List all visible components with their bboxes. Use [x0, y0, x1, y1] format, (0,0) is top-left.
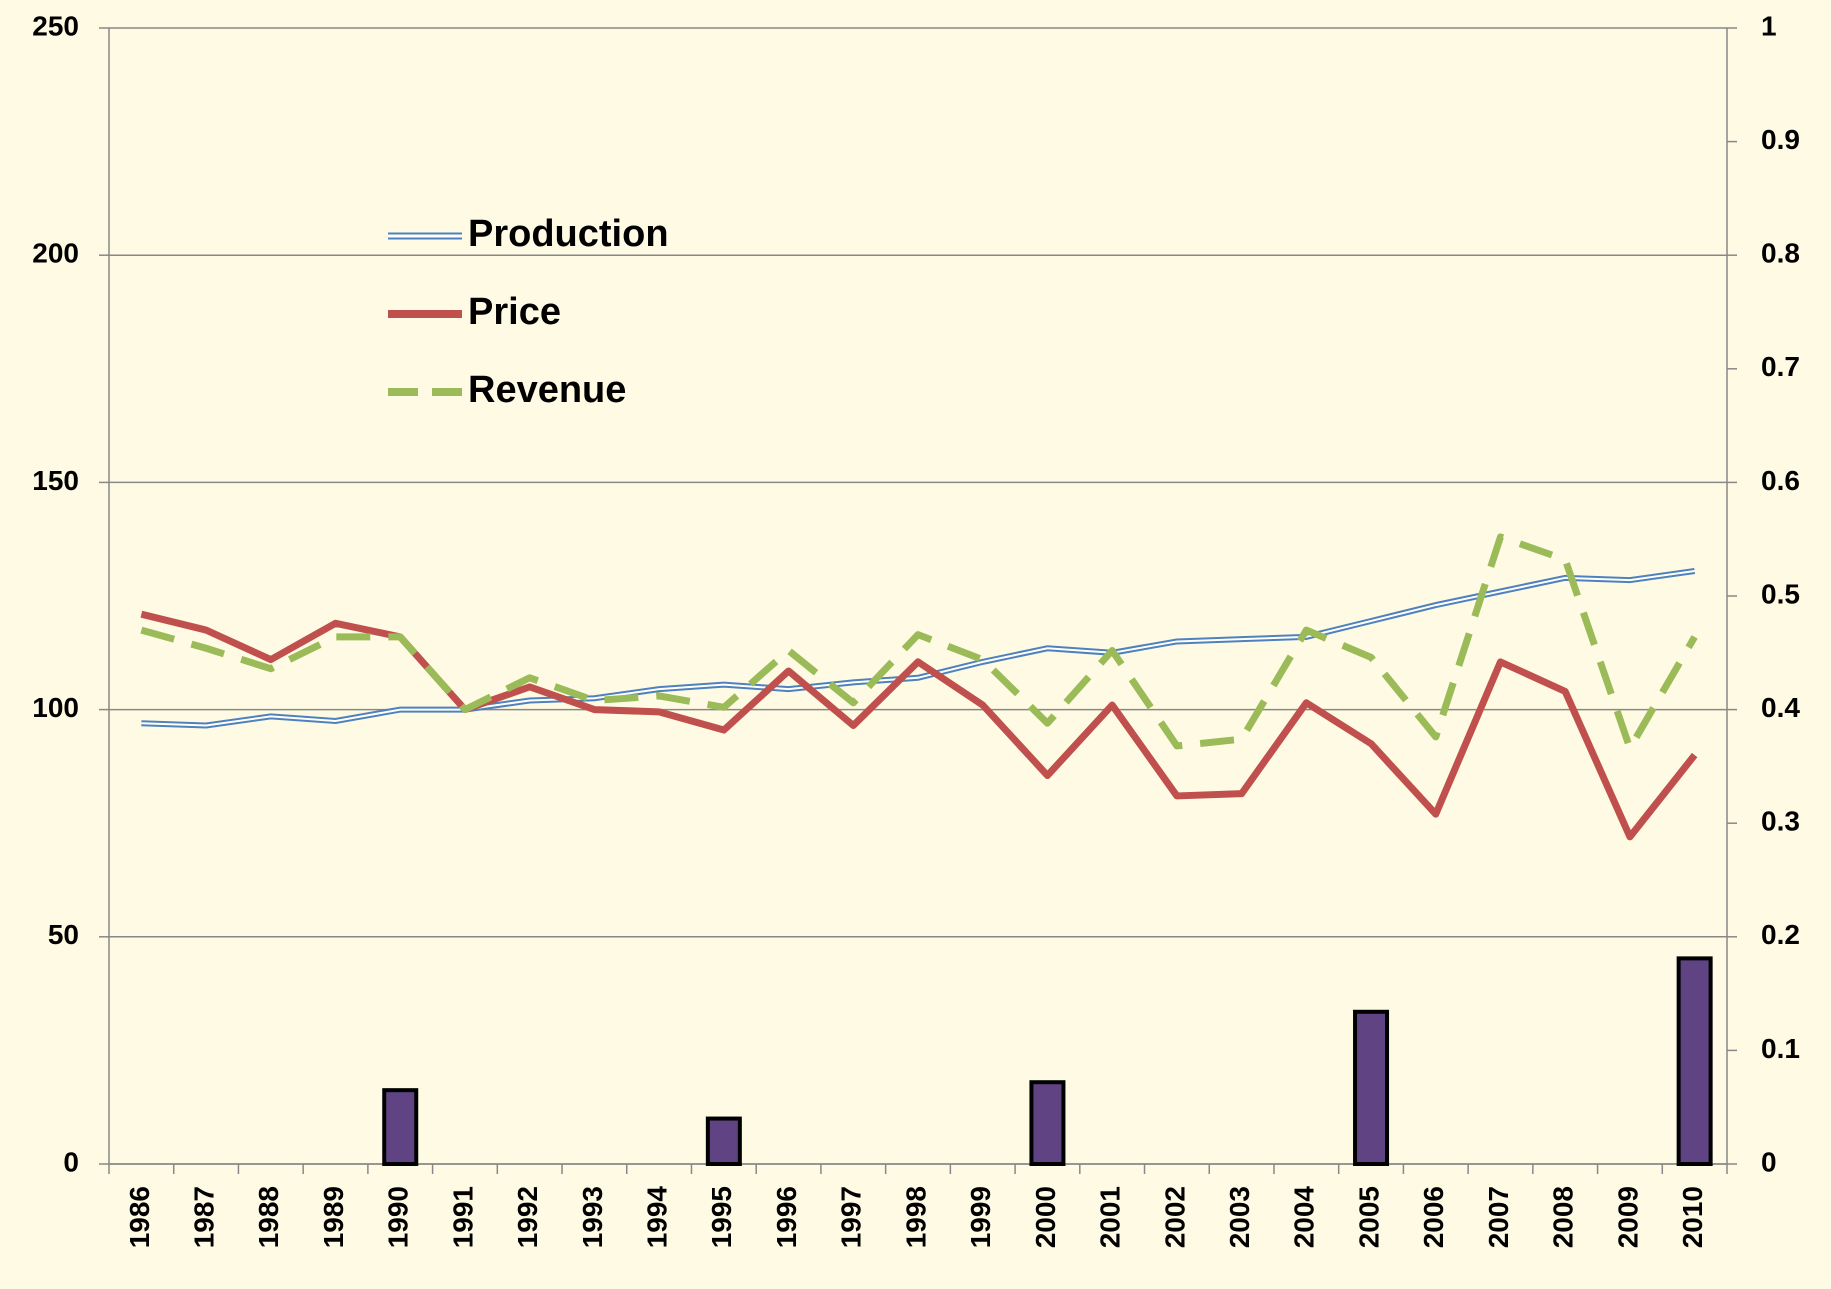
x-tick-label: 2000 [1030, 1186, 1061, 1248]
x-tick-label: 1993 [577, 1186, 608, 1248]
bar [1029, 1080, 1066, 1167]
x-tick-label: 2001 [1095, 1186, 1126, 1248]
x-tick-label: 1988 [253, 1186, 284, 1248]
x-tick-label: 1991 [447, 1186, 478, 1248]
y-tick-label: 0 [63, 1146, 79, 1177]
x-tick-label: 1994 [642, 1186, 673, 1249]
y2-tick-label: 0.8 [1761, 238, 1800, 269]
x-tick-label: 2008 [1548, 1186, 1579, 1248]
y2-tick-label: 0.6 [1761, 465, 1800, 496]
bar [1676, 956, 1713, 1166]
y2-tick-label: 0.5 [1761, 578, 1800, 609]
x-tick-label: 2006 [1418, 1186, 1449, 1248]
y2-tick-label: 0.7 [1761, 351, 1800, 382]
y-tick-label: 250 [32, 10, 79, 41]
y2-tick-label: 0 [1761, 1146, 1777, 1177]
x-tick-label: 1996 [771, 1186, 802, 1248]
x-tick-label: 1998 [900, 1186, 931, 1248]
x-tick-label: 1986 [124, 1186, 155, 1248]
x-tick-label: 2002 [1159, 1186, 1190, 1248]
x-tick-label: 1987 [188, 1186, 219, 1248]
series-line-inner [141, 570, 1695, 727]
x-tick-label: 2007 [1483, 1186, 1514, 1248]
y-tick-label: 150 [32, 465, 79, 496]
legend-label: Production [468, 213, 669, 255]
legend-label: Price [468, 291, 561, 333]
x-tick-label: 1990 [383, 1186, 414, 1248]
y2-tick-label: 0.1 [1761, 1033, 1800, 1064]
y2-tick-label: 0.9 [1761, 124, 1800, 155]
x-tick-label: 1989 [318, 1186, 349, 1248]
y2-tick-label: 1 [1761, 10, 1777, 41]
y-tick-label: 50 [48, 919, 79, 950]
y2-tick-label: 0.2 [1761, 919, 1800, 950]
x-tick-label: 1995 [706, 1186, 737, 1248]
x-tick-label: 2009 [1612, 1186, 1643, 1248]
legend-label: Revenue [468, 369, 626, 411]
x-tick-label: 2003 [1224, 1186, 1255, 1248]
y2-tick-label: 0.4 [1761, 692, 1800, 723]
x-tick-label: 1997 [836, 1186, 867, 1248]
x-tick-label: 2010 [1677, 1186, 1708, 1248]
x-tick-label: 2005 [1353, 1186, 1384, 1248]
y-tick-label: 100 [32, 692, 79, 723]
y-tick-label: 200 [32, 238, 79, 269]
y2-tick-label: 0.3 [1761, 806, 1800, 837]
bar [705, 1116, 742, 1167]
x-tick-label: 1992 [512, 1186, 543, 1248]
series-line [140, 533, 1698, 752]
x-tick-label: 2004 [1289, 1186, 1320, 1249]
bar [1353, 1009, 1390, 1166]
bar [382, 1088, 419, 1167]
x-tick-label: 1999 [965, 1186, 996, 1248]
